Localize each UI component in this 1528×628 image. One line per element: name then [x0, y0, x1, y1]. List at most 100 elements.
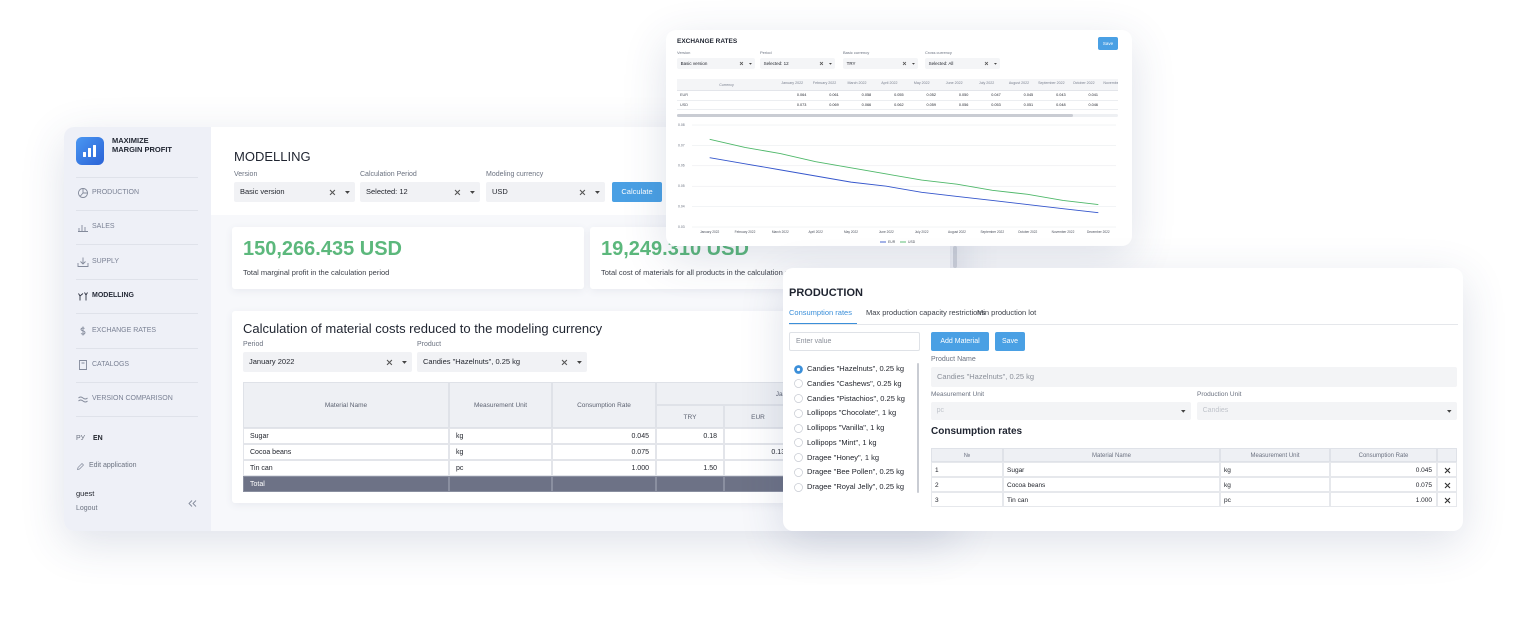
dropdown-caret: [993, 62, 997, 65]
table-cell: 0.050: [938, 91, 971, 101]
language-option[interactable]: РУ: [76, 435, 85, 442]
x-tick-label: July 2022: [915, 230, 929, 234]
nav-item[interactable]: EXCHANGE RATES: [76, 323, 198, 339]
product-option[interactable]: Dragee "Honey", 1 kg: [807, 452, 880, 462]
select-box[interactable]: pc: [931, 402, 1191, 420]
product-option[interactable]: Lollipops "Chocolate", 1 kg: [807, 408, 897, 418]
logout-link[interactable]: Logout: [76, 505, 98, 512]
x-tick-label: September 2022: [981, 230, 1005, 234]
y-tick-label: 0.06: [678, 164, 685, 168]
select-box[interactable]: USD: [486, 182, 605, 202]
language-option[interactable]: EN: [93, 435, 103, 442]
nav-separator: [76, 382, 198, 383]
dropdown-caret-shape: [594, 190, 600, 194]
save-button[interactable]: Save: [995, 332, 1025, 351]
table-cell: USD: [677, 101, 776, 110]
y-tick-label: 0.05: [678, 184, 685, 188]
calculate-button-label: Calculate: [621, 187, 653, 196]
save-button-label: Save: [1102, 41, 1114, 46]
select-box[interactable]: TRY: [843, 58, 918, 69]
select-box[interactable]: Candies "Hazelnuts", 0.25 kg: [931, 367, 1457, 387]
nav-item[interactable]: SALES: [76, 219, 198, 235]
table-header-cell: October 2022: [1067, 79, 1100, 91]
select-box[interactable]: Candies "Hazelnuts", 0.25 kg: [417, 352, 587, 372]
field-label: Cross currency: [925, 49, 952, 55]
delete-row-button[interactable]: [1437, 477, 1457, 492]
table-header-cell: Currency: [677, 79, 776, 91]
x-tick-label: February 2022: [735, 230, 756, 234]
select-box[interactable]: Selected: 12: [360, 182, 480, 202]
save-button[interactable]: Save: [1098, 37, 1118, 50]
edit-icon-shape: [77, 463, 84, 470]
table-cell: 0.064: [776, 91, 809, 101]
table-header-cell: July 2022: [970, 79, 1003, 91]
radio-outline: [794, 467, 803, 477]
nav-icon-shape: [78, 292, 88, 301]
select-box[interactable]: Basic version: [234, 182, 355, 202]
product-option[interactable]: Dragee "Royal Jelly", 0.25 kg: [807, 482, 905, 491]
tab[interactable]: Consumption rates: [789, 308, 852, 317]
nav-item[interactable]: SUPPLY: [76, 254, 198, 270]
tab[interactable]: Min production lot: [977, 308, 1037, 317]
clear-icon: [1444, 497, 1451, 504]
kpi-card: 150,266.435 USD Total marginal profit in …: [232, 227, 584, 289]
y-tick-label: 0.08: [678, 123, 685, 127]
product-option[interactable]: Candies "Cashews", 0.25 kg: [807, 378, 902, 388]
delete-row-button[interactable]: [1437, 462, 1457, 477]
dropdown-caret: [911, 62, 915, 65]
table-header-cell: November 2022: [1100, 79, 1118, 91]
nav-item[interactable]: VERSION COMPARISON: [76, 391, 198, 407]
search-input[interactable]: Enter value: [789, 332, 920, 351]
nav-item[interactable]: CATALOGS: [76, 357, 198, 373]
select-box[interactable]: Candies: [1197, 402, 1457, 420]
select-box[interactable]: Basic version: [677, 58, 755, 69]
table-cell: [724, 460, 792, 476]
nav-item[interactable]: MODELLING: [76, 288, 198, 304]
nav-item[interactable]: PRODUCTION: [76, 185, 198, 201]
select-box[interactable]: Selected: All: [925, 58, 1000, 69]
select-box[interactable]: Selected: 12: [760, 58, 835, 69]
clear-icon: [819, 61, 823, 66]
dropdown-caret-shape: [1447, 409, 1452, 413]
select-value: Candies: [1202, 407, 1229, 414]
search-placeholder: Enter value: [796, 338, 832, 345]
nav-label: MODELLING: [92, 292, 134, 300]
tab[interactable]: Max production capacity restrictions: [866, 308, 986, 317]
product-option[interactable]: Candies "Hazelnuts", 0.25 kg: [807, 364, 905, 373]
clear-icon: [561, 359, 567, 365]
logo-icon: [76, 137, 104, 165]
user-name: guest: [76, 489, 95, 498]
edit-icon: [77, 463, 84, 470]
radio-button: [794, 423, 803, 433]
table-cell: kg: [449, 444, 552, 460]
product-option[interactable]: Lollipops "Mint", 1 kg: [807, 437, 877, 447]
x-tick-label: October 2022: [1018, 230, 1038, 234]
select-value: Selected: 12: [366, 187, 408, 196]
product-option[interactable]: Dragee "Bee Pollen", 0.25 kg: [807, 467, 905, 477]
y-tick-label: 0.07: [678, 143, 685, 147]
dropdown-caret-shape: [911, 62, 915, 65]
table-cell: [724, 428, 792, 444]
clear-icon-stroke: [561, 359, 567, 365]
nav-icon: [79, 360, 87, 370]
logo-text: MAXIMIZE MARGIN PROFIT: [112, 136, 172, 154]
table-header-cell: Measurement Unit: [449, 382, 552, 428]
edit-application-link[interactable]: Edit application: [89, 462, 137, 469]
calculate-button[interactable]: Calculate: [612, 182, 662, 202]
dropdown-caret: [748, 62, 752, 65]
product-option[interactable]: Candies "Pistachios", 0.25 kg: [807, 393, 905, 403]
product-option[interactable]: Lollipops "Vanilla", 1 kg: [807, 423, 885, 432]
delete-row-button[interactable]: [1437, 492, 1457, 507]
total-cell: Total: [243, 476, 449, 492]
radio-button: [794, 408, 803, 418]
card-title: PRODUCTION: [789, 287, 863, 299]
add-material-button[interactable]: Add Material: [931, 332, 989, 351]
field-label: Version: [677, 49, 691, 55]
table-cell: 0.047: [970, 91, 1003, 101]
field-label: Modeling currency: [486, 170, 544, 178]
select-box[interactable]: January 2022: [243, 352, 412, 372]
total-cell: [724, 476, 792, 492]
logo-bars: [83, 145, 96, 157]
radio-outline: [794, 438, 803, 448]
